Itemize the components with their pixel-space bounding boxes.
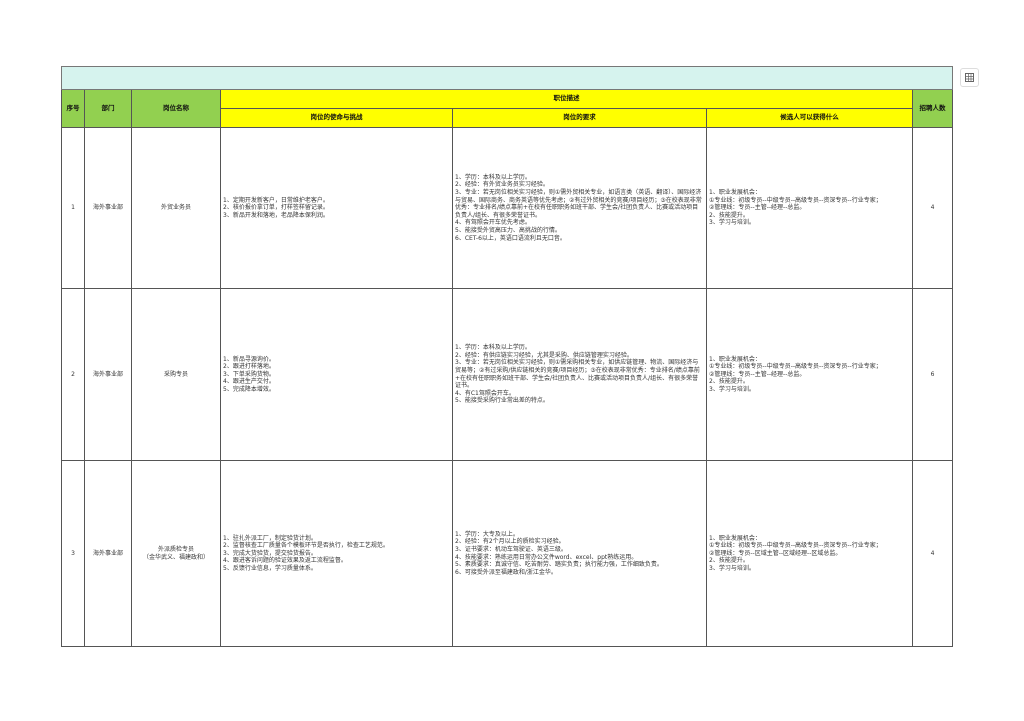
position-cell: 采购专员 bbox=[131, 288, 221, 461]
benefits-line: ①专业线：初级专员--中级专员--高级专员--资深专员--行业专家； bbox=[709, 363, 882, 371]
header-requirements: 岗位的要求 bbox=[452, 108, 707, 128]
requirements-line: 2、经验：有外贸业务员实习经验。 bbox=[455, 181, 549, 189]
requirements-line: 2、经验：有供应链实习经验，尤其是采购、供应链管理实习经验。 bbox=[455, 351, 633, 359]
requirements-line: 1、学历：本科及以上学历。 bbox=[455, 344, 531, 352]
dept-cell: 海外事业部 bbox=[84, 127, 132, 289]
requirements-line: 1、学历：大专及以上。 bbox=[455, 530, 519, 538]
benefits-line: 2、技能提升。 bbox=[709, 211, 749, 219]
table-row: 1 海外事业部 外贸业务员 1、定期开发新客户，日常维护老客户。 2、核价报价拿订单，打… bbox=[61, 127, 954, 289]
header-headcount: 招聘人数 bbox=[911, 89, 954, 128]
requirements-line: 3、专业：若无岗位相关实习经验，则①需采购相关专业，如供应链管理、物流、国际经济… bbox=[455, 359, 700, 390]
benefits-cell: 1、职业发展机会： ①专业线：初级专员--中级专员--高级专员--资深专员--行业… bbox=[706, 127, 913, 289]
requirements-cell: 1、学历：大专及以上。 2、经验：有2个月以上的质检实习经验。 3、证书要求：机动车… bbox=[452, 460, 707, 647]
benefits-line: ②管理线：专员--主管--经理--总监。 bbox=[709, 204, 806, 212]
mission-line: 1、新品寻源询价。 bbox=[223, 355, 275, 363]
mission-line: 3、完成大货验货，提交验货报告。 bbox=[223, 549, 317, 557]
requirements-line: 4、有驾照会开车优先考虑。 bbox=[455, 219, 531, 227]
table-row: 3 海外事业部 外派质检专员 （金华武义、福建政和） 1、驻扎外派工厂，制定验货计划。 2… bbox=[61, 460, 954, 647]
position-name: 采购专员 bbox=[163, 370, 188, 378]
seq-cell: 3 bbox=[61, 460, 85, 647]
table-row: 2 海外事业部 采购专员 1、新品寻源询价。 2、跟进打样落地。 3、下单采购货物。 4、跟… bbox=[61, 288, 954, 461]
benefits-line: 3、学习与培训。 bbox=[709, 219, 755, 227]
requirements-line: 5、能接受采购行业常出差的特点。 bbox=[455, 397, 549, 405]
benefits-line: 1、职业发展机会： bbox=[709, 355, 761, 363]
position-name: 外贸业务员 bbox=[160, 204, 191, 212]
mission-line: 3、下单采购货物。 bbox=[223, 370, 275, 378]
benefits-line: 1、职业发展机会： bbox=[709, 534, 761, 542]
mission-line: 4、跟进客诉问题的验证效果及返工流程监督。 bbox=[223, 557, 347, 565]
requirements-line: 1、学历：本科及以上学历。 bbox=[455, 173, 531, 181]
requirements-line: 5、素质要求：真诚守信、吃苦耐劳、踏实负责；执行能力强，工作细致负责。 bbox=[455, 561, 663, 569]
mission-line: 1、定期开发新客户，日常维护老客户。 bbox=[223, 196, 329, 204]
seq-cell: 2 bbox=[61, 288, 85, 461]
mission-line: 4、跟进生产交付。 bbox=[223, 378, 275, 386]
requirements-line: 5、能接受外贸高压力、高挑战的行情。 bbox=[455, 226, 561, 234]
mission-line: 5、完成降本增效。 bbox=[223, 385, 275, 393]
mission-line: 2、核价报价拿订单，打样签样留记录。 bbox=[223, 204, 329, 212]
requirements-line: 6、可接受外派至福建政和/浙江金华。 bbox=[455, 568, 557, 576]
mission-cell: 1、定期开发新客户，日常维护老客户。 2、核价报价拿订单，打样签样留记录。 3、新品… bbox=[220, 127, 453, 289]
job-table: 序号 部门 岗位名称 职位描述 招聘人数 岗位的使命与挑战 岗位的要求 候选人可… bbox=[60, 66, 954, 647]
header-seq: 序号 bbox=[61, 89, 85, 128]
requirements-cell: 1、学历：本科及以上学历。 2、经验：有外贸业务员实习经验。 3、专业：若无岗位相关… bbox=[452, 127, 707, 289]
headcount-cell: 6 bbox=[911, 288, 954, 461]
table-tool-icon[interactable] bbox=[960, 68, 979, 87]
benefits-line: 2、技能提升。 bbox=[709, 557, 749, 565]
header-position: 岗位名称 bbox=[131, 89, 221, 128]
mission-cell: 1、驻扎外派工厂，制定验货计划。 2、监督核查工厂质量各个模板环节是否执行，检查工… bbox=[220, 460, 453, 647]
benefits-line: ①专业线：初级专员--中级专员--高级专员--资深专员--行业专家； bbox=[709, 542, 882, 550]
mission-line: 3、新品开发和落地，老品降本保利润。 bbox=[223, 211, 329, 219]
header-dept: 部门 bbox=[84, 89, 132, 128]
benefits-cell: 1、职业发展机会： ①专业线：初级专员--中级专员--高级专员--资深专员--行业… bbox=[706, 288, 913, 461]
seq-cell: 1 bbox=[61, 127, 85, 289]
mission-line: 2、跟进打样落地。 bbox=[223, 363, 275, 371]
requirements-line: 4、有C1驾照会开车。 bbox=[455, 389, 515, 397]
mission-line: 2、监督核查工厂质量各个模板环节是否执行，检查工艺规范。 bbox=[223, 542, 389, 550]
benefits-line: 3、学习与培训。 bbox=[709, 385, 755, 393]
mission-line: 5、反馈行业信息，学习质量体系。 bbox=[223, 564, 317, 572]
mission-cell: 1、新品寻源询价。 2、跟进打样落地。 3、下单采购货物。 4、跟进生产交付。 5、完成… bbox=[220, 288, 453, 461]
benefits-line: ①专业线：初级专员--中级专员--高级专员--资深专员--行业专家； bbox=[709, 196, 882, 204]
position-name: 外派质检专员 bbox=[157, 545, 194, 553]
header-benefits: 候选人可以获得什么 bbox=[706, 108, 913, 128]
dept-cell: 海外事业部 bbox=[84, 288, 132, 461]
headcount-cell: 4 bbox=[911, 127, 954, 289]
position-cell: 外贸业务员 bbox=[131, 127, 221, 289]
mission-line: 1、驻扎外派工厂，制定验货计划。 bbox=[223, 534, 317, 542]
header-desc: 职位描述 bbox=[220, 89, 913, 109]
benefits-line: ②管理线：专员--区域主管--区域经理--区域总监。 bbox=[709, 549, 842, 557]
requirements-line: 4、技能要求：熟练运用日常办公文件word、excel、ppt熟练运用。 bbox=[455, 553, 638, 561]
headcount-cell: 4 bbox=[911, 460, 954, 647]
position-cell: 外派质检专员 （金华武义、福建政和） bbox=[131, 460, 221, 647]
requirements-line: 3、专业：若无岗位相关实习经验，则①需外贸相关专业，如语言类（英语、翻译）、国际… bbox=[455, 189, 702, 219]
header-mission: 岗位的使命与挑战 bbox=[220, 108, 453, 128]
position-note: （金华武义、福建政和） bbox=[142, 553, 209, 561]
benefits-line: ②管理线：专员--主管--经理--总监。 bbox=[709, 370, 806, 378]
requirements-line: 2、经验：有2个月以上的质检实习经验。 bbox=[455, 538, 565, 546]
dept-cell: 海外事业部 bbox=[84, 460, 132, 647]
title-row bbox=[60, 66, 954, 90]
requirements-line: 6、CET-6以上，英语口语流利且无口音。 bbox=[455, 234, 566, 242]
requirements-cell: 1、学历：本科及以上学历。 2、经验：有供应链实习经验，尤其是采购、供应链管理实习… bbox=[452, 288, 707, 461]
benefits-cell: 1、职业发展机会： ①专业线：初级专员--中级专员--高级专员--资深专员--行业… bbox=[706, 460, 913, 647]
benefits-line: 3、学习与培训。 bbox=[709, 564, 755, 572]
benefits-line: 2、技能提升。 bbox=[709, 378, 749, 386]
requirements-line: 3、证书要求：机动车驾驶证、英语三级。 bbox=[455, 545, 567, 553]
benefits-line: 1、职业发展机会： bbox=[709, 189, 761, 197]
